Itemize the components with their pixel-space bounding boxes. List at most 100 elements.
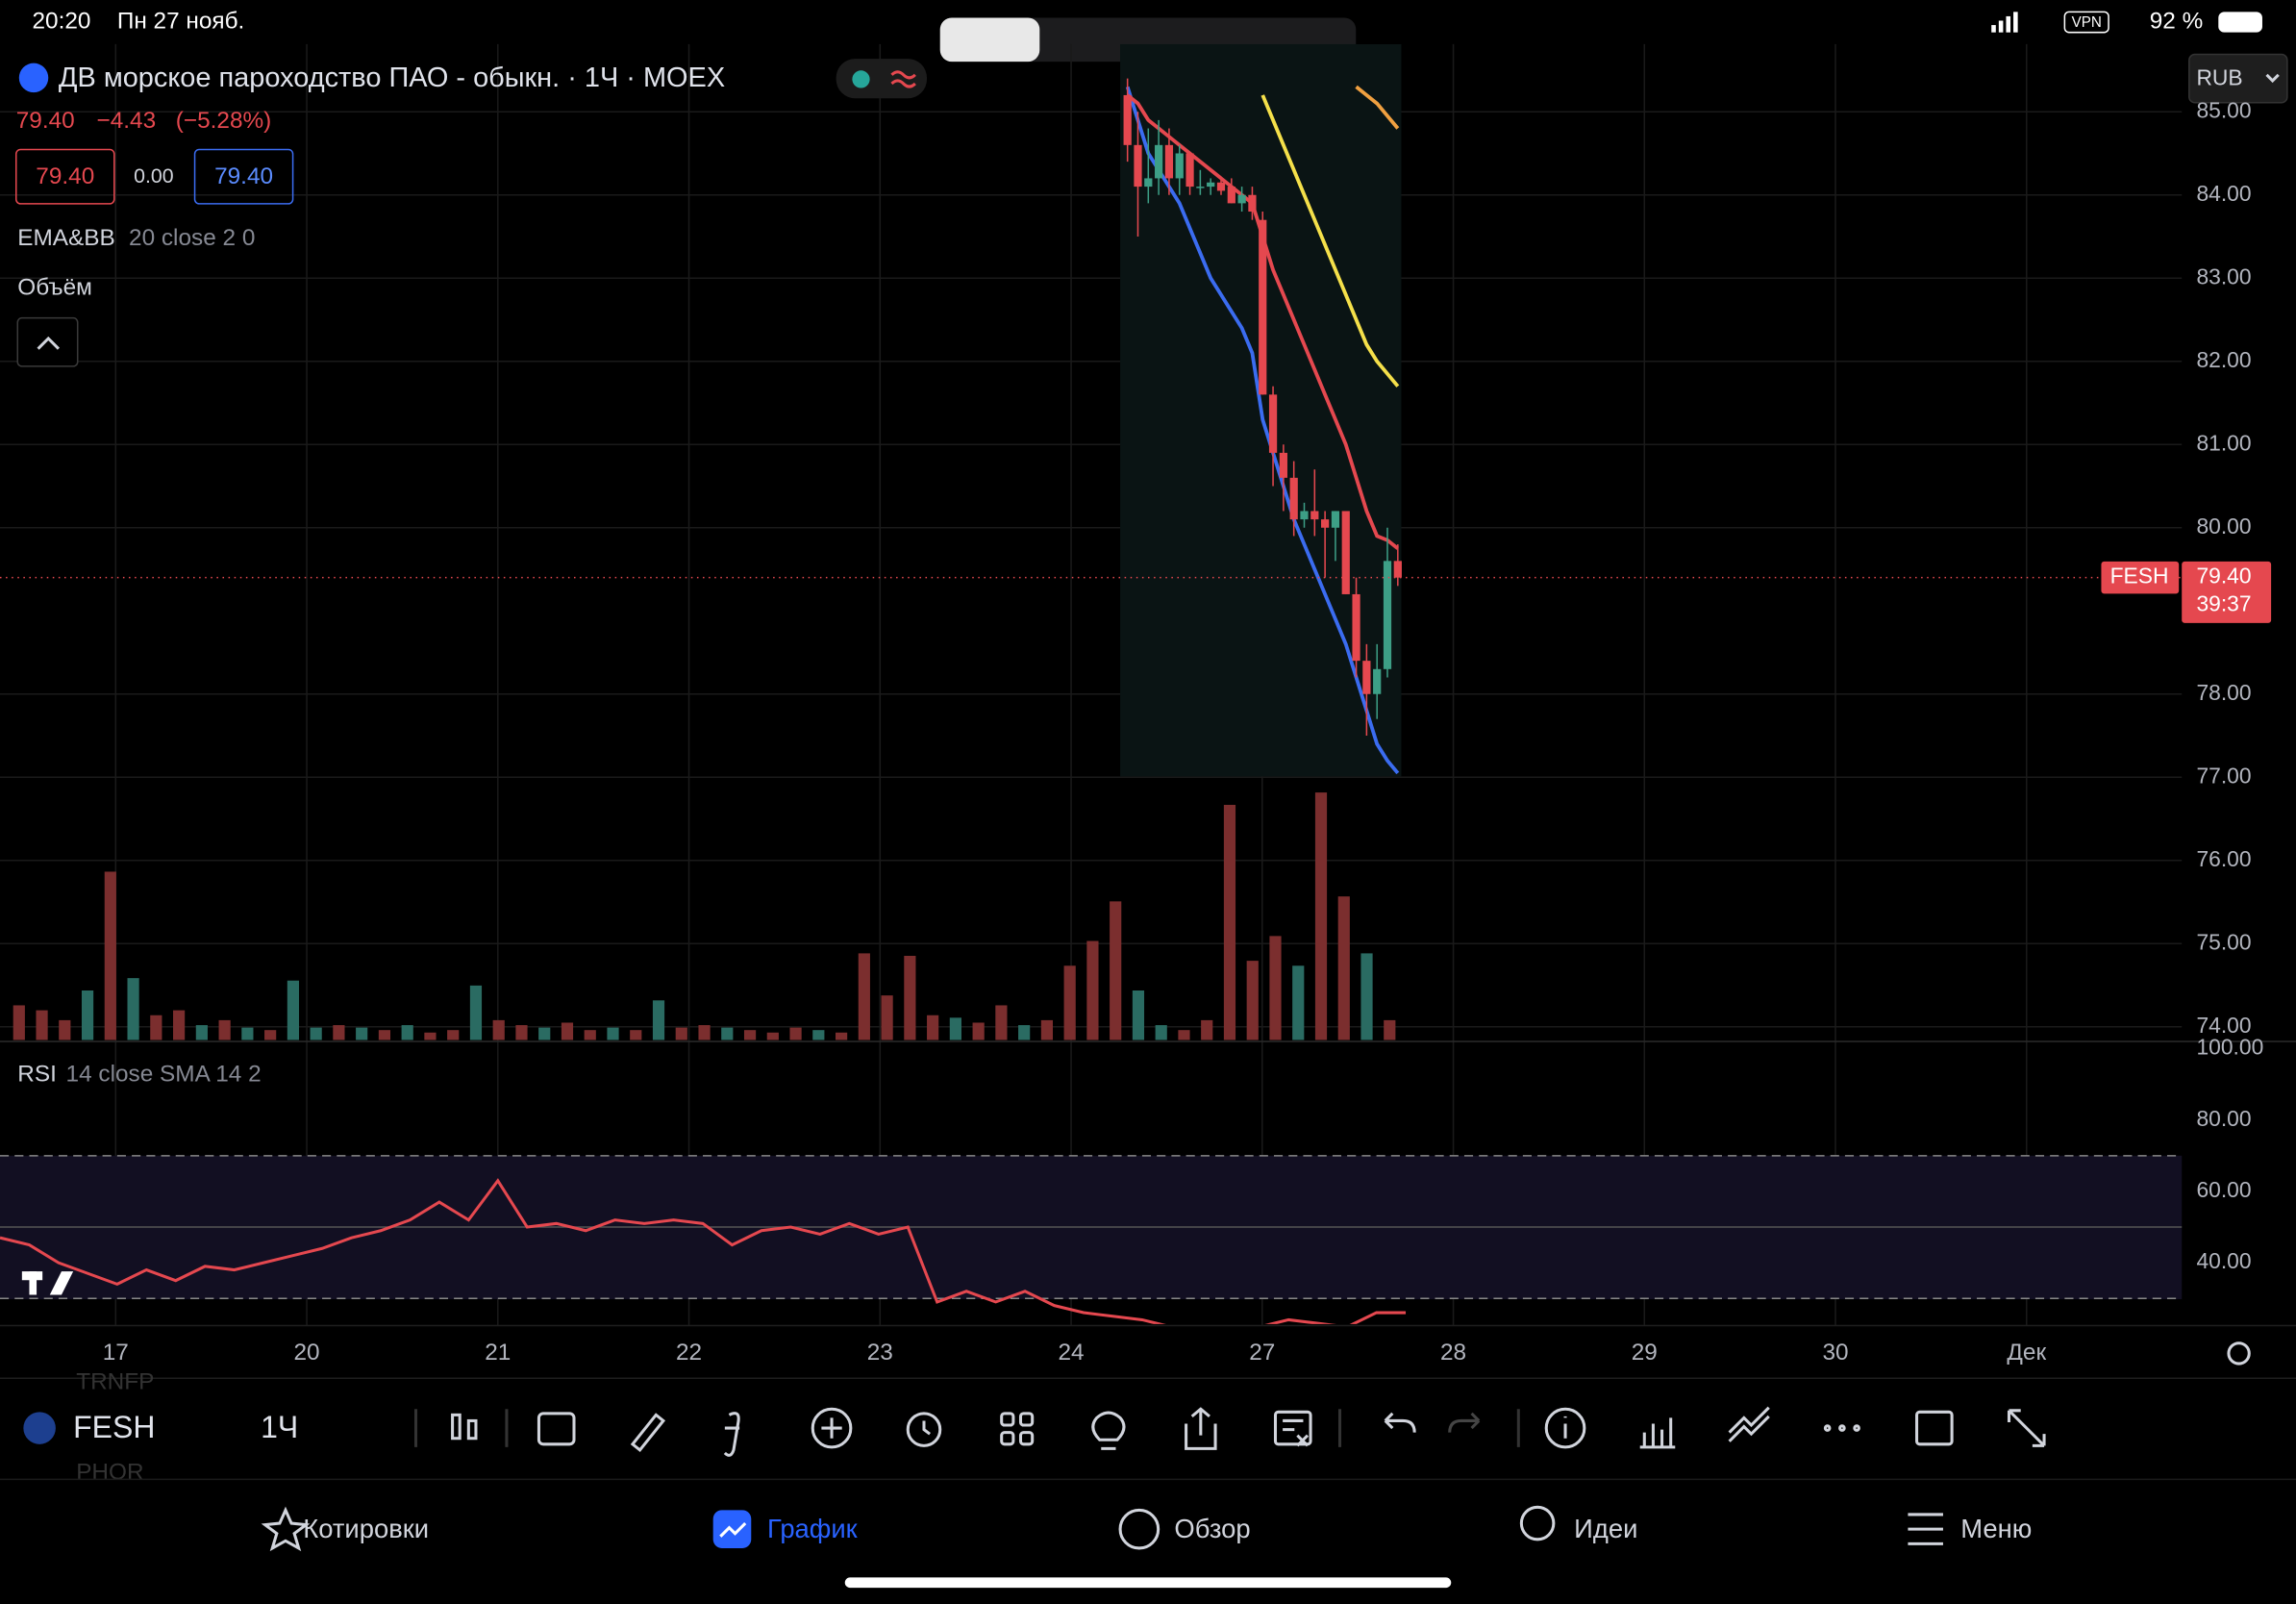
volume-bar	[1269, 936, 1282, 1040]
tab-icon	[1908, 1513, 1943, 1545]
tab-label[interactable]: Идеи	[1574, 1514, 1637, 1543]
volume-bar	[721, 1027, 734, 1040]
vpn-box	[2063, 11, 2109, 34]
volume-bar	[310, 1027, 322, 1040]
volume-bar	[927, 1015, 939, 1040]
currency-button[interactable]	[2188, 53, 2288, 104]
volume-bar	[584, 1030, 596, 1040]
candle-body	[1207, 182, 1215, 188]
indicator-line	[1355, 85, 1400, 130]
rsi-line	[0, 1178, 1407, 1324]
candle-body	[1164, 144, 1174, 179]
price-tick-label: 83.00	[2196, 263, 2251, 288]
candle-body	[1279, 452, 1287, 478]
volume-bar	[12, 1005, 25, 1040]
candle-body	[1289, 477, 1298, 520]
volume-bar	[59, 1019, 71, 1040]
symbol[interactable]: FESH	[73, 1410, 155, 1444]
status-date: Пн 27 нояб.	[117, 8, 245, 34]
volume-bar	[1178, 1030, 1190, 1040]
sell-button[interactable]	[14, 148, 115, 205]
volume-bar	[561, 1022, 574, 1040]
volume-bar	[447, 1030, 460, 1040]
status-pill	[836, 59, 928, 99]
time-tick-label: 27	[1249, 1340, 1275, 1366]
spread: 0.00	[134, 164, 174, 188]
volume-bar	[1040, 1019, 1054, 1040]
volume-bar	[469, 985, 483, 1040]
tab-icon	[1519, 1505, 1556, 1541]
volume-bar	[150, 1015, 162, 1040]
ask[interactable]: 79.40	[214, 163, 273, 189]
symbol-logo	[23, 1412, 56, 1444]
price-tick-label: 74.00	[2196, 1013, 2251, 1038]
volume-bar	[1292, 965, 1305, 1040]
volume-bar	[698, 1025, 711, 1040]
volume-bar	[1201, 1019, 1213, 1040]
time-tick-label: 22	[676, 1340, 702, 1366]
candle-body	[1321, 519, 1330, 528]
volume-label: Объём	[17, 275, 92, 301]
tab-label[interactable]: Обзор	[1174, 1514, 1250, 1543]
candle-body	[1259, 219, 1267, 395]
candle-body	[1144, 178, 1153, 188]
volume-bar	[195, 1025, 208, 1040]
tab-icon	[261, 1506, 311, 1552]
symbol-tag-text: FESH	[2110, 564, 2169, 589]
symbol-tag	[2101, 561, 2180, 594]
time-tick-label: 29	[1632, 1340, 1658, 1366]
time-tick-label: Дек	[2007, 1340, 2046, 1366]
volume-slider	[939, 17, 1040, 63]
chart-title: ДВ морское пароходство ПАО - обыкн. · 1Ч…	[59, 63, 725, 93]
battery-pct: 92 %	[2150, 8, 2204, 34]
signal	[1991, 12, 2018, 33]
volume-bar	[743, 1030, 757, 1040]
currency[interactable]: RUB	[2196, 64, 2242, 89]
volume-bar	[264, 1030, 277, 1040]
candle-body	[1248, 194, 1257, 213]
volume-bar	[104, 871, 116, 1040]
indicator-line	[1260, 94, 1400, 388]
battery	[2218, 12, 2262, 33]
candle-body	[1175, 153, 1184, 179]
currency-caret	[2265, 73, 2280, 84]
volume-bar	[1360, 953, 1373, 1040]
volume-bar	[1155, 1025, 1167, 1040]
tab-label[interactable]: График	[767, 1514, 859, 1543]
home-indicator	[844, 1577, 1452, 1589]
buy-button[interactable]	[193, 148, 294, 205]
volume-bar	[401, 1025, 413, 1040]
candle-body	[1196, 187, 1205, 188]
indicator-line	[1125, 86, 1400, 775]
volume-bar	[972, 1022, 985, 1040]
status-time: 20:20	[33, 8, 91, 34]
bid[interactable]: 79.40	[36, 163, 94, 189]
volume-bar	[1337, 896, 1350, 1040]
candle-body	[1123, 94, 1132, 145]
volume-bar	[173, 1010, 186, 1040]
volume-bar	[218, 1019, 231, 1040]
candle-body	[1383, 561, 1392, 669]
time-tick-label: 21	[485, 1340, 511, 1366]
volume-bar	[538, 1027, 551, 1040]
rsi-tick-label: 40.00	[2196, 1248, 2251, 1273]
tab-label[interactable]: Котировки	[303, 1514, 429, 1543]
price-tag	[2182, 561, 2272, 623]
candle-body	[1331, 511, 1340, 528]
time-tick-label: 20	[294, 1340, 320, 1366]
volume-bar	[127, 978, 139, 1040]
volume-bar	[1086, 940, 1099, 1040]
interval[interactable]: 1Ч	[261, 1410, 298, 1444]
volume-bar	[515, 1025, 528, 1040]
settings-icon[interactable]	[2227, 1341, 2251, 1366]
volume-bar	[904, 955, 916, 1040]
countdown: 39:37	[2196, 591, 2251, 616]
volume-bar	[81, 990, 94, 1040]
candle-body	[1300, 511, 1309, 520]
tab-label[interactable]: Меню	[1960, 1514, 2032, 1543]
tab-icon-glyph	[719, 1521, 747, 1538]
collapse-button[interactable]	[16, 316, 79, 367]
volume-bar	[36, 1010, 48, 1040]
volume-bar	[1110, 901, 1122, 1040]
